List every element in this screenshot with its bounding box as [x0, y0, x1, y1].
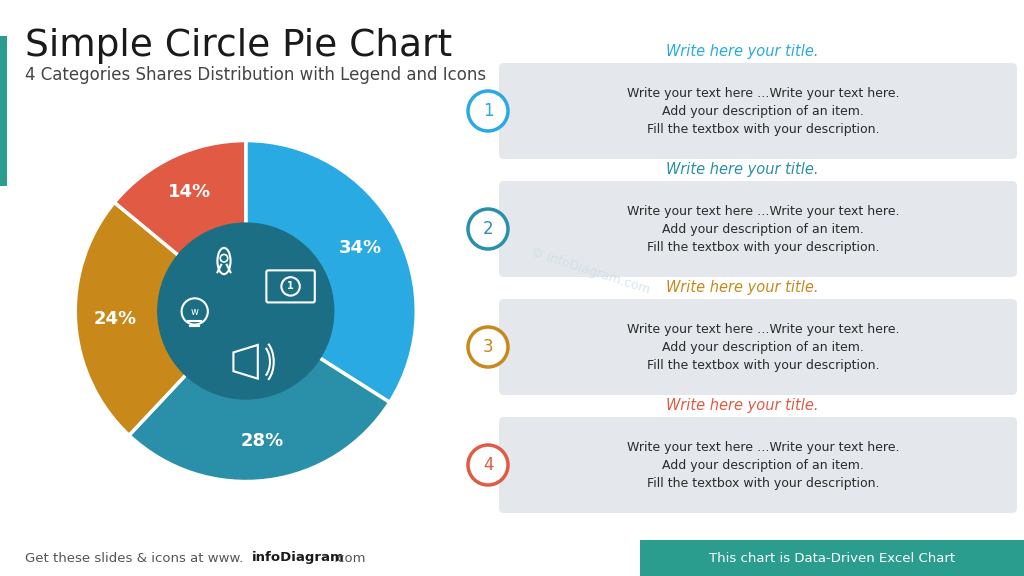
Bar: [640, 540, 1024, 576]
Wedge shape: [129, 311, 390, 482]
Text: © infoDiagram.com: © infoDiagram.com: [134, 376, 256, 426]
Text: Write here your title.: Write here your title.: [666, 398, 818, 413]
Text: 24%: 24%: [93, 310, 136, 328]
Text: infoDiagram: infoDiagram: [252, 551, 345, 564]
Wedge shape: [76, 202, 246, 435]
Text: Write here your title.: Write here your title.: [666, 44, 818, 59]
Text: 28%: 28%: [241, 432, 284, 450]
Text: Write here your title.: Write here your title.: [666, 162, 818, 177]
Bar: [0, 36, 7, 186]
Text: This chart is Data-Driven Excel Chart: This chart is Data-Driven Excel Chart: [709, 551, 955, 564]
Circle shape: [468, 91, 508, 131]
Circle shape: [157, 222, 335, 400]
Text: 1: 1: [287, 282, 294, 291]
Text: © infoDiagram.com: © infoDiagram.com: [134, 170, 256, 221]
FancyBboxPatch shape: [499, 299, 1017, 395]
Text: © infoDiagram.com: © infoDiagram.com: [528, 245, 651, 297]
FancyBboxPatch shape: [499, 181, 1017, 277]
Text: .com: .com: [334, 551, 367, 564]
Text: Write your text here …Write your text here.
Add your description of an item.
Fil: Write your text here …Write your text he…: [627, 323, 899, 372]
Text: 4: 4: [482, 456, 494, 474]
FancyBboxPatch shape: [499, 63, 1017, 159]
Text: 14%: 14%: [168, 183, 211, 201]
Text: Write here your title.: Write here your title.: [666, 280, 818, 295]
Text: 1: 1: [482, 102, 494, 120]
Text: Write your text here …Write your text here.
Add your description of an item.
Fil: Write your text here …Write your text he…: [627, 204, 899, 253]
Text: 34%: 34%: [339, 239, 382, 257]
Text: Simple Circle Pie Chart: Simple Circle Pie Chart: [25, 28, 453, 64]
Text: Write your text here …Write your text here.
Add your description of an item.
Fil: Write your text here …Write your text he…: [627, 86, 899, 135]
Wedge shape: [115, 141, 246, 311]
Text: 4 Categories Shares Distribution with Legend and Icons: 4 Categories Shares Distribution with Le…: [25, 66, 486, 84]
Circle shape: [468, 327, 508, 367]
Text: 3: 3: [482, 338, 494, 356]
Circle shape: [468, 209, 508, 249]
Text: 2: 2: [482, 220, 494, 238]
FancyBboxPatch shape: [499, 417, 1017, 513]
Text: Get these slides & icons at www.: Get these slides & icons at www.: [25, 551, 244, 564]
Text: w: w: [190, 308, 199, 317]
Wedge shape: [246, 141, 416, 403]
Text: Write your text here …Write your text here.
Add your description of an item.
Fil: Write your text here …Write your text he…: [627, 441, 899, 490]
Circle shape: [468, 445, 508, 485]
